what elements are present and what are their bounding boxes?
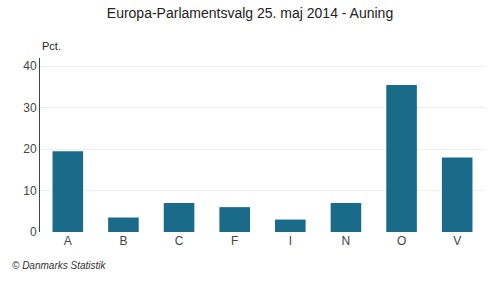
svg-text:V: V	[453, 234, 461, 248]
svg-text:F: F	[231, 234, 238, 248]
svg-text:30: 30	[23, 101, 37, 115]
svg-text:A: A	[64, 234, 72, 248]
svg-text:O: O	[397, 234, 406, 248]
svg-text:I: I	[289, 234, 292, 248]
svg-text:© Danmarks Statistik: © Danmarks Statistik	[12, 260, 107, 271]
svg-text:Europa-Parlamentsvalg 25. maj: Europa-Parlamentsvalg 25. maj 2014 - Aun…	[107, 5, 393, 21]
svg-text:N: N	[342, 234, 351, 248]
svg-text:10: 10	[23, 184, 37, 198]
svg-text:Pct.: Pct.	[42, 40, 61, 52]
svg-text:B: B	[119, 234, 127, 248]
svg-text:20: 20	[23, 142, 37, 156]
svg-text:40: 40	[23, 59, 37, 73]
svg-text:0: 0	[30, 225, 37, 239]
svg-text:C: C	[175, 234, 184, 248]
